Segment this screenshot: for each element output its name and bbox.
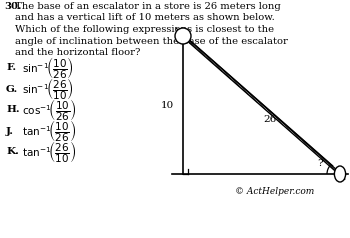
- Text: J.: J.: [6, 127, 14, 135]
- Text: $\mathregular{sin}^{-1}\!\left(\dfrac{10}{26}\right)$: $\mathregular{sin}^{-1}\!\left(\dfrac{10…: [22, 55, 74, 81]
- Text: Which of the following expressions is closest to the: Which of the following expressions is cl…: [15, 25, 274, 34]
- Text: © ActHelper.com: © ActHelper.com: [235, 188, 315, 197]
- Text: G.: G.: [6, 84, 18, 94]
- Text: $\mathregular{cos}^{-1}\!\left(\dfrac{10}{26}\right)$: $\mathregular{cos}^{-1}\!\left(\dfrac{10…: [22, 97, 77, 123]
- Ellipse shape: [175, 28, 191, 44]
- Text: ?: ?: [317, 159, 323, 169]
- Text: F.: F.: [6, 64, 16, 73]
- Text: 30.: 30.: [4, 2, 21, 11]
- Text: K.: K.: [6, 148, 19, 157]
- Text: 10: 10: [161, 100, 174, 109]
- Ellipse shape: [334, 166, 345, 182]
- Text: and has a vertical lift of 10 meters as shown below.: and has a vertical lift of 10 meters as …: [15, 14, 275, 23]
- Text: 26: 26: [263, 114, 276, 124]
- Text: $\mathregular{sin}^{-1}\!\left(\dfrac{26}{10}\right)$: $\mathregular{sin}^{-1}\!\left(\dfrac{26…: [22, 76, 74, 102]
- Text: and the horizontal floor?: and the horizontal floor?: [15, 48, 140, 57]
- Text: The base of an escalator in a store is 26 meters long: The base of an escalator in a store is 2…: [15, 2, 281, 11]
- Text: $\mathregular{tan}^{-1}\!\left(\dfrac{26}{10}\right)$: $\mathregular{tan}^{-1}\!\left(\dfrac{26…: [22, 139, 76, 165]
- Polygon shape: [176, 28, 345, 179]
- Text: H.: H.: [6, 105, 20, 114]
- Text: angle of inclination between the base of the escalator: angle of inclination between the base of…: [15, 36, 288, 45]
- Text: $\mathregular{tan}^{-1}\!\left(\dfrac{10}{26}\right)$: $\mathregular{tan}^{-1}\!\left(\dfrac{10…: [22, 118, 76, 144]
